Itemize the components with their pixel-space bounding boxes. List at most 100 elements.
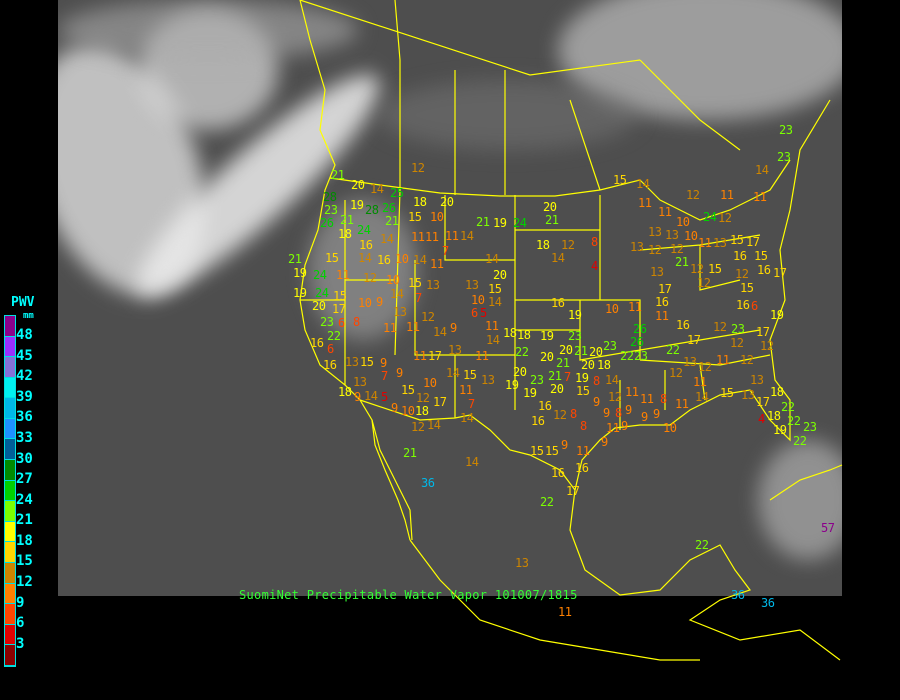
station-pwv-value: 12: [718, 211, 732, 225]
station-pwv-value: 9: [641, 410, 648, 424]
station-pwv-value: 9: [593, 395, 600, 409]
station-pwv-value: 16: [323, 358, 337, 372]
station-pwv-value: 13: [481, 373, 495, 387]
station-pwv-value: 11: [640, 392, 654, 406]
cloud-band: [308, 200, 418, 340]
station-pwv-value: 19: [523, 386, 537, 400]
station-pwv-value: 15: [720, 386, 734, 400]
station-pwv-value: 12: [669, 366, 683, 380]
station-pwv-value: 22: [787, 414, 801, 428]
station-pwv-value: 18: [536, 238, 550, 252]
station-pwv-value: 23: [530, 373, 544, 387]
color-scale-label: 12: [16, 574, 33, 591]
station-pwv-value: 57: [821, 521, 835, 535]
station-pwv-value: 10: [605, 302, 619, 316]
station-pwv-value: 9: [653, 407, 660, 421]
color-scale-label: 21: [16, 512, 33, 529]
station-pwv-value: 11: [638, 196, 652, 210]
station-pwv-value: 8: [615, 406, 622, 420]
station-pwv-value: 28: [323, 190, 337, 204]
station-pwv-value: 14: [446, 366, 460, 380]
cloud-band: [378, 80, 638, 150]
station-pwv-value: 10: [471, 293, 485, 307]
station-pwv-value: 18: [597, 358, 611, 372]
station-pwv-value: 24: [513, 216, 527, 230]
station-pwv-value: 11: [675, 397, 689, 411]
mexico-pacific-coast: [409, 539, 700, 661]
station-pwv-value: 21: [288, 252, 302, 266]
station-pwv-value: 19: [493, 216, 507, 230]
station-pwv-value: 26: [630, 335, 644, 349]
station-pwv-value: 11: [693, 375, 707, 389]
station-pwv-value: 11: [459, 383, 473, 397]
station-pwv-value: 15: [488, 282, 502, 296]
station-pwv-value: 14: [488, 295, 502, 309]
color-scale-segment: [5, 562, 15, 584]
station-pwv-value: 16: [551, 296, 565, 310]
station-pwv-value: 12: [735, 267, 749, 281]
color-scale-segment: [5, 542, 15, 563]
station-pwv-value: 12: [690, 262, 704, 276]
station-pwv-value: 13: [515, 556, 529, 570]
station-pwv-value: 11: [658, 205, 672, 219]
station-pwv-value: 14: [695, 390, 709, 404]
station-pwv-value: 21: [556, 356, 570, 370]
station-pwv-value: 20: [559, 343, 573, 357]
station-pwv-value: 20: [589, 345, 603, 359]
satellite-image: [58, 0, 842, 596]
station-pwv-value: 10: [684, 229, 698, 243]
station-pwv-value: 19: [505, 378, 519, 392]
canada-provinces: [299, 0, 741, 195]
station-pwv-value: 13: [353, 375, 367, 389]
station-pwv-value: 14: [605, 373, 619, 387]
station-pwv-value: 9: [561, 438, 568, 452]
color-scale-segment: [5, 336, 15, 358]
station-pwv-value: 10: [676, 215, 690, 229]
color-scale-label: 42: [16, 368, 33, 385]
station-pwv-value: 20: [312, 299, 326, 313]
station-pwv-value: 7: [564, 370, 571, 384]
station-pwv-value: 13: [345, 355, 359, 369]
station-pwv-value: 21: [675, 255, 689, 269]
color-scale-label: 18: [16, 532, 33, 549]
color-scale-segment: [5, 583, 15, 605]
station-pwv-value: 20: [513, 365, 527, 379]
legend-title: PWV: [11, 295, 35, 310]
mexico-coastline: [569, 489, 841, 661]
station-pwv-value: 23: [634, 349, 648, 363]
station-pwv-value: 11: [628, 300, 642, 314]
station-pwv-value: 23: [779, 123, 793, 137]
station-pwv-value: 7: [415, 291, 422, 305]
station-pwv-value: 16: [538, 399, 552, 413]
station-pwv-value: 16: [377, 253, 391, 267]
station-pwv-value: 26: [633, 322, 647, 336]
station-pwv-value: 14: [358, 251, 372, 265]
station-pwv-value: 12: [686, 188, 700, 202]
station-pwv-value: 16: [359, 238, 373, 252]
station-pwv-value: 12: [416, 391, 430, 405]
station-pwv-value: 21: [476, 215, 490, 229]
station-pwv-value: 11: [576, 444, 590, 458]
station-pwv-value: 15: [401, 383, 415, 397]
station-pwv-value: 14: [485, 252, 499, 266]
station-pwv-value: 15: [530, 444, 544, 458]
station-pwv-value: 4: [591, 259, 598, 273]
station-pwv-value: 7: [468, 397, 475, 411]
station-pwv-value: 22: [781, 400, 795, 414]
station-pwv-value: 13: [650, 265, 664, 279]
station-pwv-value: 16: [676, 318, 690, 332]
station-pwv-value: 14: [413, 253, 427, 267]
station-pwv-value: 13: [750, 373, 764, 387]
station-pwv-value: 11: [425, 230, 439, 244]
station-pwv-value: 18: [338, 385, 352, 399]
station-pwv-value: 14: [460, 229, 474, 243]
station-pwv-value: 22: [515, 345, 529, 359]
station-pwv-value: 13: [683, 355, 697, 369]
station-pwv-value: 19: [770, 308, 784, 322]
color-scale-segment: [5, 439, 15, 461]
station-pwv-value: 25: [390, 186, 404, 200]
station-pwv-value: 21: [545, 213, 559, 227]
station-pwv-value: 13: [741, 388, 755, 402]
station-pwv-value: 12: [760, 339, 774, 353]
